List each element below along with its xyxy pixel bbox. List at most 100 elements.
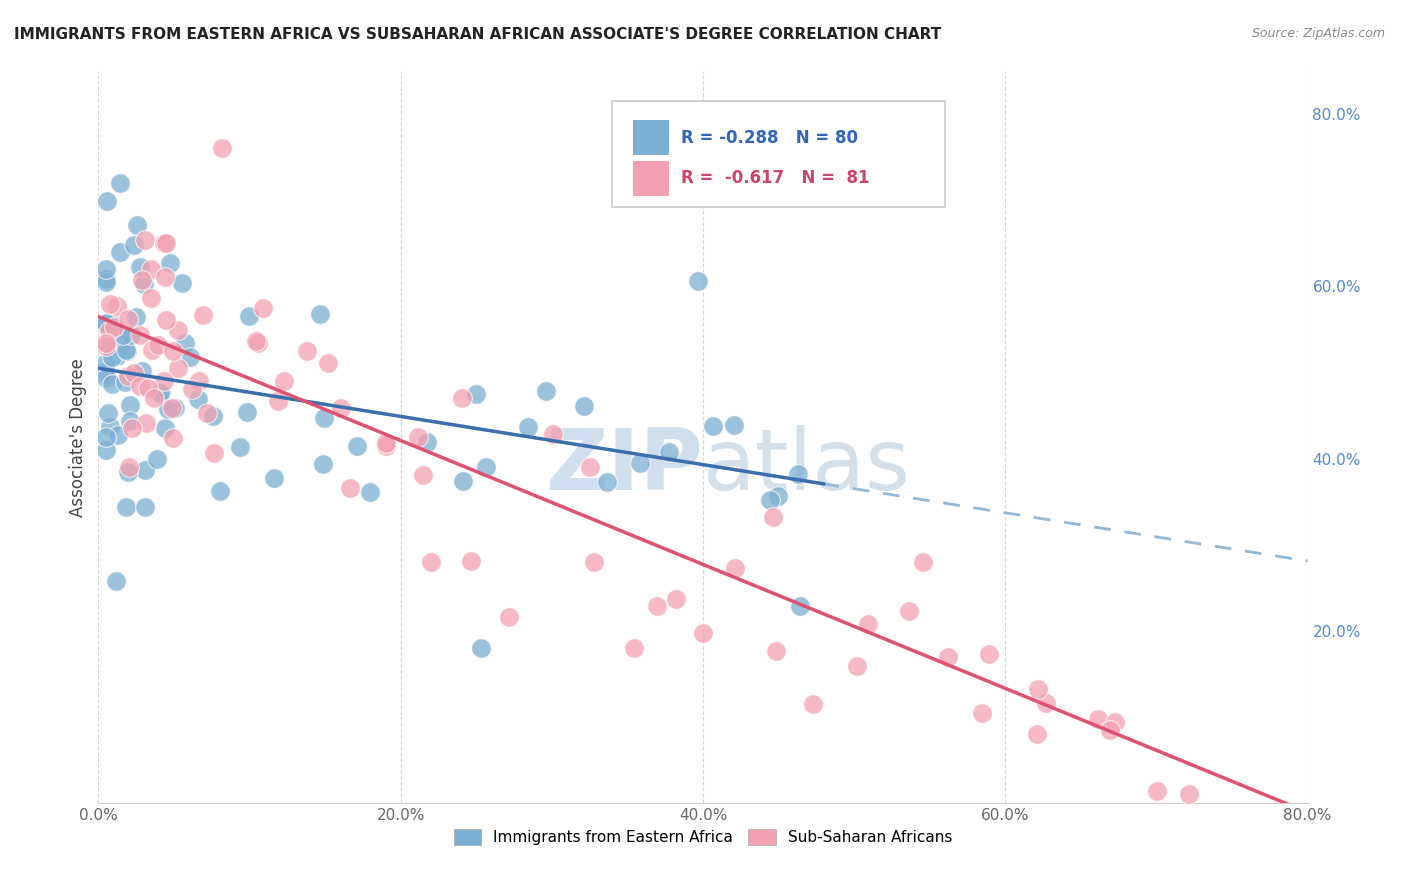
Point [166,323,188,337]
Point [702,419,724,434]
Point [101,318,124,332]
Point [187,374,209,388]
Point [645,599,668,614]
Point [765,644,787,658]
Point [146,337,169,351]
Point [98,324,121,338]
Point [94,356,117,370]
Point [412,467,434,482]
Point [118,459,141,474]
Point [114,376,136,390]
Point [129,260,152,274]
Point [127,218,149,232]
Point [374,435,396,450]
Point [146,451,169,466]
Point [583,555,606,569]
Point [267,394,290,409]
Point [94,275,117,289]
Point [898,604,921,618]
Point [94,272,117,286]
Point [936,650,959,665]
Point [149,385,172,400]
Point [117,466,139,480]
Point [153,374,176,388]
Point [208,484,231,499]
Point [758,492,780,507]
Point [163,401,186,415]
Point [136,380,159,394]
Text: Source: ZipAtlas.com: Source: ZipAtlas.com [1251,27,1385,40]
Point [339,481,361,495]
Point [692,625,714,640]
Point [139,292,162,306]
Point [96,194,118,209]
Point [134,500,156,515]
Point [139,262,162,277]
Text: R = -0.288   N = 80: R = -0.288 N = 80 [682,129,858,147]
Point [789,599,811,613]
Point [167,361,190,376]
Point [460,554,482,568]
Text: ZIP: ZIP [546,425,703,508]
Point [193,309,215,323]
Point [247,335,270,350]
Point [312,410,335,425]
Point [94,430,117,444]
Point [100,377,122,392]
Point [149,385,172,400]
Point [688,274,710,288]
Point [229,440,252,454]
Y-axis label: Associate's Degree: Associate's Degree [69,358,87,516]
Point [1026,682,1049,697]
Point [195,406,218,420]
Point [94,371,117,385]
Point [97,406,120,420]
Point [623,640,645,655]
Point [801,697,824,711]
Point [1035,696,1057,710]
Point [94,335,117,350]
Point [129,327,152,342]
Point [536,384,558,398]
Point [117,312,139,326]
Point [173,336,195,351]
Point [94,442,117,457]
Point [201,409,224,424]
Point [157,402,180,417]
Point [98,296,121,310]
Point [172,276,194,290]
Point [202,446,225,460]
Point [787,467,810,481]
Point [245,334,267,348]
Point [360,485,382,500]
Point [1026,727,1049,741]
Point [153,421,176,435]
Point [845,659,868,673]
Point [658,445,681,459]
Point [517,419,540,434]
Point [977,648,1000,662]
FancyBboxPatch shape [633,161,669,195]
Point [134,462,156,476]
Point [1104,715,1126,730]
Point [273,374,295,388]
Point [110,337,132,351]
Point [107,428,129,442]
Point [122,366,145,380]
Point [318,356,340,370]
Legend: Immigrants from Eastern Africa, Sub-Saharan Africans: Immigrants from Eastern Africa, Sub-Saha… [449,825,957,850]
Point [153,269,176,284]
Point [1146,784,1168,798]
Point [115,343,138,358]
Point [98,336,121,351]
Point [104,574,127,588]
Point [128,379,150,393]
Point [375,439,398,453]
Point [103,319,125,334]
Point [118,398,141,412]
Point [94,261,117,276]
Point [450,391,472,405]
Text: atlas: atlas [703,425,911,508]
FancyBboxPatch shape [613,101,945,207]
Point [498,609,520,624]
